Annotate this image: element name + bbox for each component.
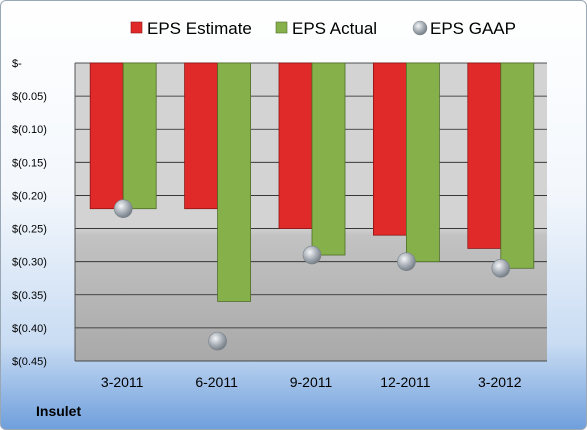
gaap-marker-0: [113, 199, 133, 218]
estimate-bar-0: [89, 62, 124, 210]
gaap-marker-4: [491, 258, 511, 278]
y-tick-label-2: $(0.10): [12, 124, 47, 136]
y-tick-label-1: $(0.05): [12, 91, 47, 103]
y-tick-label-7: $(0.35): [12, 290, 47, 302]
y-tick-label-9: $(0.45): [12, 356, 47, 368]
estimate-bar-4: [467, 62, 502, 249]
y-tick-label-4: $(0.20): [12, 190, 47, 202]
legend-label-0: EPS Estimate: [147, 19, 252, 38]
x-tick-label-2: 9-2011: [290, 374, 333, 390]
actual-bar-2: [311, 62, 346, 256]
estimate-bar-1: [184, 62, 219, 210]
actual-bar-4: [500, 62, 535, 269]
y-tick-label-8: $(0.40): [12, 323, 47, 335]
legend-swatch-2: [412, 20, 428, 36]
plot-area: $- $(0.05) $(0.10) $(0.15) $(0.20) $(0.25) $(0…: [12, 58, 547, 390]
y-tick-label-5: $(0.25): [12, 224, 47, 236]
gaap-marker-3: [397, 252, 416, 271]
x-tick-label-1: 6-2011: [195, 374, 238, 390]
legend-label-1: EPS Actual: [292, 19, 377, 38]
estimate-bar-3: [372, 62, 407, 236]
gaap-marker-2: [302, 245, 322, 265]
legend-swatch-1: [275, 21, 288, 34]
estimate-bar-2: [278, 62, 313, 229]
x-tick-label-4: 3-2012: [478, 374, 522, 390]
x-tick-label-0: 3-2011: [101, 374, 144, 390]
actual-bar-3: [405, 62, 440, 263]
y-tick-label-3: $(0.15): [12, 157, 47, 169]
company-label: Insulet: [36, 403, 82, 419]
actual-bar-1: [217, 62, 252, 302]
actual-bar-0: [122, 62, 157, 210]
gaap-marker-1: [208, 331, 227, 351]
x-tick-label-3: 12-2011: [380, 374, 431, 390]
y-tick-label-0: $-: [12, 58, 22, 70]
legend: EPS Estimate EPS Actual EPS GAAP: [130, 19, 516, 38]
legend-swatch-0: [130, 21, 143, 34]
legend-label-2: EPS GAAP: [430, 19, 516, 38]
y-tick-label-6: $(0.30): [12, 257, 47, 269]
